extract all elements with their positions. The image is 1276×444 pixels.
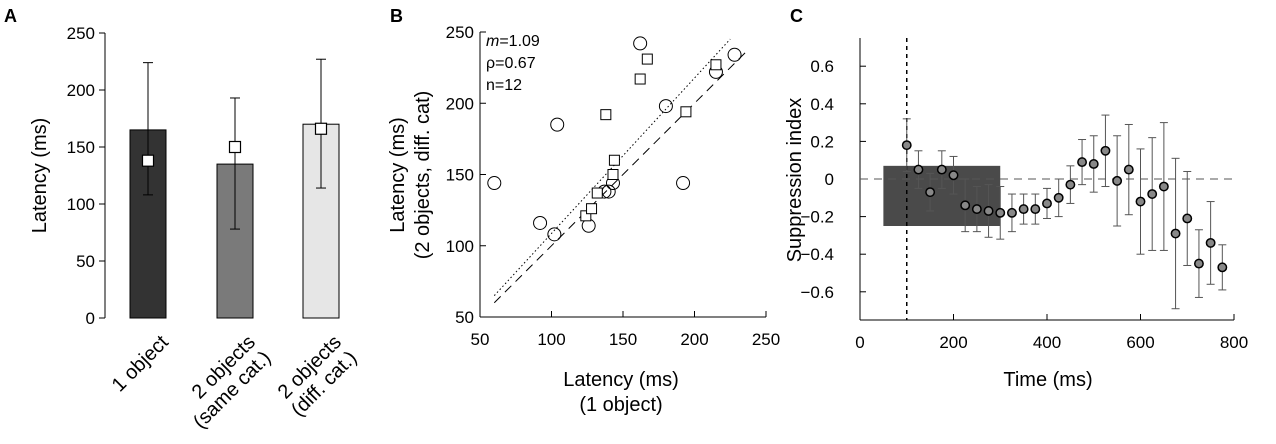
data-point [1018, 204, 1029, 215]
stat-n: n=12 [486, 77, 522, 94]
panel-letter-c: C [790, 6, 803, 26]
panel-c: C −0.6 −0.4 −0.2 0 0.2 0.4 0.6 0 200 400 600 800 Sup… [784, 6, 1248, 391]
y-tick-label: −0.6 [800, 283, 834, 302]
data-point [983, 206, 994, 216]
data-point-square [600, 109, 612, 121]
data-point-square [710, 59, 722, 71]
data-point-circle [633, 36, 648, 51]
x-tick-label: 200 [939, 333, 967, 352]
y-tick-label: 0.4 [810, 95, 834, 114]
data-point-square [641, 53, 653, 65]
data-point-square [607, 169, 619, 180]
data-point [960, 200, 971, 211]
panel-letter-a: A [4, 6, 17, 26]
y-tick-label: 250 [446, 23, 474, 42]
data-point [925, 187, 936, 198]
data-point [1182, 213, 1193, 224]
x-axis-label-line1: Latency (ms) [563, 369, 679, 391]
y-tick-label: 150 [446, 166, 474, 185]
data-point [1030, 204, 1041, 215]
data-point-circle [533, 215, 548, 230]
data-point [1193, 258, 1204, 269]
data-point-square [634, 73, 646, 85]
y-tick-label: 200 [446, 94, 474, 113]
panel-letter-b: B [390, 6, 403, 26]
x-axis-label: Time (ms) [1003, 369, 1092, 391]
y-tick-label: 100 [446, 237, 474, 256]
data-point-square [591, 187, 603, 199]
data-point [1088, 159, 1099, 169]
y-axis-label-line1: Latency (ms) [387, 117, 409, 233]
x-axis-label-line2: (1 object) [579, 394, 662, 416]
y-tick-label: 0 [86, 309, 95, 328]
y-axis-label-line2: (2 objects, diff. cat) [412, 91, 434, 260]
data-point [1112, 175, 1123, 186]
y-axis-label: Latency (ms) [29, 118, 51, 234]
data-point [1100, 145, 1111, 156]
x-tick-label: 50 [471, 330, 490, 349]
x-tick-label: 150 [609, 330, 637, 349]
stat-rho: ρ=0.67 [486, 55, 536, 72]
x-tick-label: 2 objects(diff. cat.) [272, 331, 362, 421]
y-axis-label: Suppression index [784, 98, 806, 263]
y-tick-label: 50 [76, 252, 95, 271]
data-point-circle [727, 47, 742, 62]
y-tick-label: 200 [67, 81, 95, 100]
x-tick-label: 2 objects(same cat.) [174, 331, 276, 433]
y-tick-label: 250 [67, 24, 95, 43]
panel-b: B 50 100 150 200 250 50 100 150 200 250 m=1.09 ρ=0.… [387, 6, 780, 416]
data-point-circle [550, 117, 565, 132]
data-marker-square [141, 154, 155, 167]
y-tick-label: −0.2 [800, 208, 834, 227]
data-point [1053, 192, 1064, 203]
data-point-circle [547, 227, 562, 242]
data-point-circle [658, 99, 673, 114]
data-point [948, 170, 959, 181]
y-tick-label: 0 [825, 170, 834, 189]
data-point [1170, 228, 1181, 239]
data-point [1147, 189, 1158, 199]
identity-line [493, 48, 750, 304]
data-point [1006, 207, 1017, 218]
data-point [1158, 181, 1169, 192]
x-tick-label: 0 [855, 333, 864, 352]
data-point [1065, 179, 1076, 190]
data-point-square [586, 203, 598, 215]
stat-slope: m=1.09 [486, 33, 540, 50]
x-tick-label: 400 [1033, 333, 1061, 352]
data-point-circle [676, 176, 691, 191]
data-point [1123, 164, 1134, 175]
data-point [1217, 262, 1228, 273]
data-point-square [680, 106, 692, 118]
data-point-square [580, 210, 592, 222]
data-point [971, 204, 982, 215]
x-tick-label: 800 [1220, 333, 1248, 352]
x-tick-label: 250 [752, 330, 780, 349]
data-point [913, 164, 924, 175]
y-tick-label: 0.2 [810, 132, 834, 151]
data-point [901, 140, 912, 151]
x-tick-label: 600 [1126, 333, 1154, 352]
x-tick-label: 200 [680, 330, 708, 349]
y-tick-label: −0.4 [800, 245, 834, 264]
data-point [1205, 237, 1216, 248]
data-point-circle [487, 176, 502, 191]
x-tick-label: 1 object [108, 331, 173, 396]
y-tick-label: 100 [67, 195, 95, 214]
x-tick-label: 100 [537, 330, 565, 349]
y-tick-label: 0.6 [810, 57, 834, 76]
data-point [1042, 198, 1052, 209]
y-tick-label: 50 [455, 308, 474, 327]
y-tick-label: 150 [67, 138, 95, 157]
data-marker-square [228, 140, 242, 154]
data-point [1077, 157, 1088, 168]
fit-line [493, 38, 731, 296]
data-point-square [608, 154, 620, 166]
data-point [995, 207, 1006, 218]
data-marker-square [314, 122, 328, 135]
data-point [1135, 196, 1146, 207]
data-point [936, 164, 947, 175]
